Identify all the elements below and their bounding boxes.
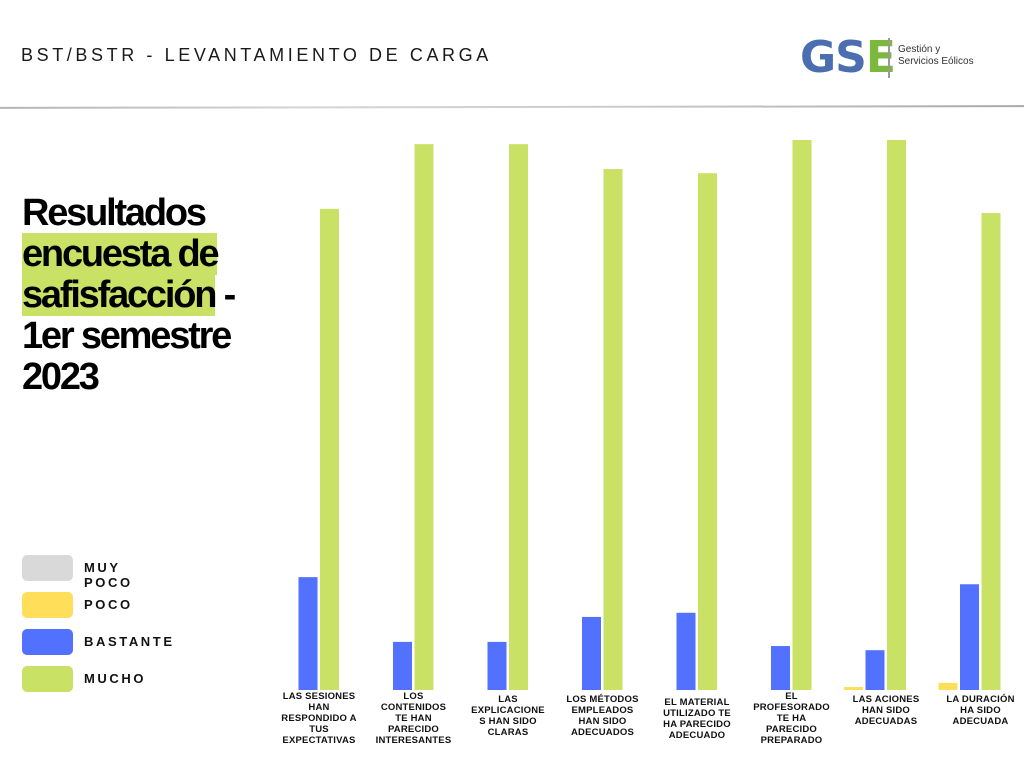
category-label-line: ADECUADO bbox=[668, 730, 726, 741]
bar-mucho-2 bbox=[414, 144, 434, 690]
legend-swatch bbox=[22, 629, 73, 655]
legend-label: BASTANTE bbox=[84, 634, 175, 649]
category-label-line: S HAN SIDO bbox=[479, 716, 537, 727]
legend-swatch bbox=[22, 555, 73, 581]
category-label-line: TE HAN bbox=[395, 713, 432, 724]
main-title-line4: 1er semestre bbox=[22, 315, 232, 357]
category-label-line: ADECUADA bbox=[952, 716, 1009, 727]
category-label-line: UTILIZADO TE bbox=[663, 708, 731, 719]
bar-bastante-1 bbox=[298, 577, 318, 690]
category-label-line: PARECIDO bbox=[765, 724, 818, 735]
category-label-line: TE HA bbox=[776, 713, 807, 724]
category-label-line: LAS bbox=[498, 694, 518, 705]
category-label-line: PROFESORADO bbox=[753, 702, 830, 713]
logo-text: Gestión y Servicios Eólicos bbox=[898, 44, 974, 68]
category-label-3: LAS EXPLICACIONE S HAN SIDO CLARAS bbox=[465, 694, 551, 738]
category-label-line: LOS bbox=[403, 691, 424, 702]
logo-letter-g: G bbox=[800, 32, 836, 83]
bar-bastante-8 bbox=[960, 584, 979, 690]
category-label-line: HA PARECIDO bbox=[663, 719, 731, 730]
category-label-line: RESPONDIDO A bbox=[281, 713, 357, 724]
logo-text-line1: Gestión y bbox=[898, 44, 941, 55]
legend-swatch bbox=[22, 592, 73, 618]
category-label-line: HA SIDO bbox=[960, 705, 1001, 716]
category-label-line: EL MATERIAL bbox=[664, 697, 730, 708]
category-label-8: LA DURACIÓN HA SIDO ADECUADA bbox=[938, 694, 1024, 727]
main-title-highlight-2: safisfacción bbox=[22, 274, 217, 316]
category-label-7: LAS ACIONES HAN SIDO ADECUADAS bbox=[843, 694, 929, 727]
bar-mucho-6 bbox=[792, 139, 812, 690]
category-label-line: TUS bbox=[309, 724, 329, 735]
legend-label: MUCHO bbox=[84, 671, 147, 686]
legend-swatch bbox=[22, 666, 73, 692]
logo-text-line2: Servicios Eólicos bbox=[898, 56, 974, 67]
category-label-line: LA DURACIÓN bbox=[946, 694, 1015, 705]
category-label-5: EL MATERIAL UTILIZADO TE HA PARECIDO ADECUA… bbox=[654, 697, 740, 741]
bar-mucho-8 bbox=[981, 213, 1001, 690]
logo-letter-e: E bbox=[865, 32, 896, 83]
logo-mark: GSE bbox=[800, 32, 896, 83]
category-label-line: HAN SIDO bbox=[578, 716, 627, 727]
main-title: Resultados encuesta de safisfacción - 1e… bbox=[22, 193, 282, 398]
legend-label: POCO bbox=[84, 597, 133, 612]
main-title-line5: 2023 bbox=[22, 356, 100, 398]
bar-poco-7 bbox=[844, 687, 863, 690]
logo-separator bbox=[888, 38, 890, 78]
main-title-line1: Resultados bbox=[22, 192, 207, 234]
bar-poco-8 bbox=[938, 682, 958, 690]
category-label-4: LOS MÉTODOS EMPLEADOS HAN SIDO ADECUADOS bbox=[560, 694, 646, 738]
category-label-line: HAN SIDO bbox=[861, 705, 911, 716]
category-label-line: LAS SESIONES bbox=[282, 691, 356, 702]
bar-bastante-3 bbox=[487, 641, 507, 690]
category-label-2: LOS CONTENIDOS TE HAN PARECIDO INTERESANTES bbox=[371, 691, 457, 746]
bar-mucho-3 bbox=[509, 144, 528, 690]
bar-mucho-1 bbox=[320, 208, 339, 691]
bar-mucho-4 bbox=[603, 169, 623, 690]
category-label-line: LOS MÉTODOS bbox=[566, 694, 639, 705]
bar-bastante-5 bbox=[676, 612, 696, 690]
category-label-line: PARECIDO bbox=[387, 724, 440, 735]
main-title-highlight-1: encuesta de bbox=[22, 233, 220, 275]
gse-logo: GSE Gestión y Servicios Eólicos bbox=[800, 34, 1000, 82]
bar-mucho-7 bbox=[887, 139, 906, 690]
category-label-line: PREPARADO bbox=[760, 735, 823, 746]
category-label-line: ADECUADAS bbox=[854, 716, 918, 727]
bar-mucho-5 bbox=[698, 173, 717, 691]
bar-bastante-4 bbox=[582, 616, 601, 690]
category-label-line: EL bbox=[785, 691, 798, 702]
logo-letter-s: S bbox=[835, 32, 867, 83]
category-label-line: HAN bbox=[308, 702, 330, 713]
category-label-line: CLARAS bbox=[487, 727, 529, 738]
category-label-line: ADECUADOS bbox=[570, 727, 635, 738]
category-label-1: LAS SESIONES HAN RESPONDIDO A TUS EXPECTATIV… bbox=[276, 691, 362, 746]
category-label-line: EXPLICACIONE bbox=[471, 705, 545, 716]
header-title: BST/BSTR - LEVANTAMIENTO DE CARGA bbox=[21, 45, 492, 65]
bar-bastante-6 bbox=[771, 646, 790, 690]
main-title-dash: - bbox=[215, 274, 237, 316]
legend-label: MUY POCO bbox=[84, 560, 133, 590]
category-label-line: INTERESANTES bbox=[375, 735, 452, 746]
category-label-line: LAS ACIONES bbox=[852, 694, 920, 705]
category-label-line: EMPLEADOS bbox=[571, 705, 634, 716]
bar-bastante-7 bbox=[865, 650, 885, 690]
category-label-6: EL PROFESORADO TE HA PARECIDO PREPARADO bbox=[749, 691, 835, 746]
category-label-line: CONTENIDOS bbox=[380, 702, 447, 713]
category-label-line: EXPECTATIVAS bbox=[282, 735, 356, 746]
bar-bastante-2 bbox=[393, 641, 412, 690]
